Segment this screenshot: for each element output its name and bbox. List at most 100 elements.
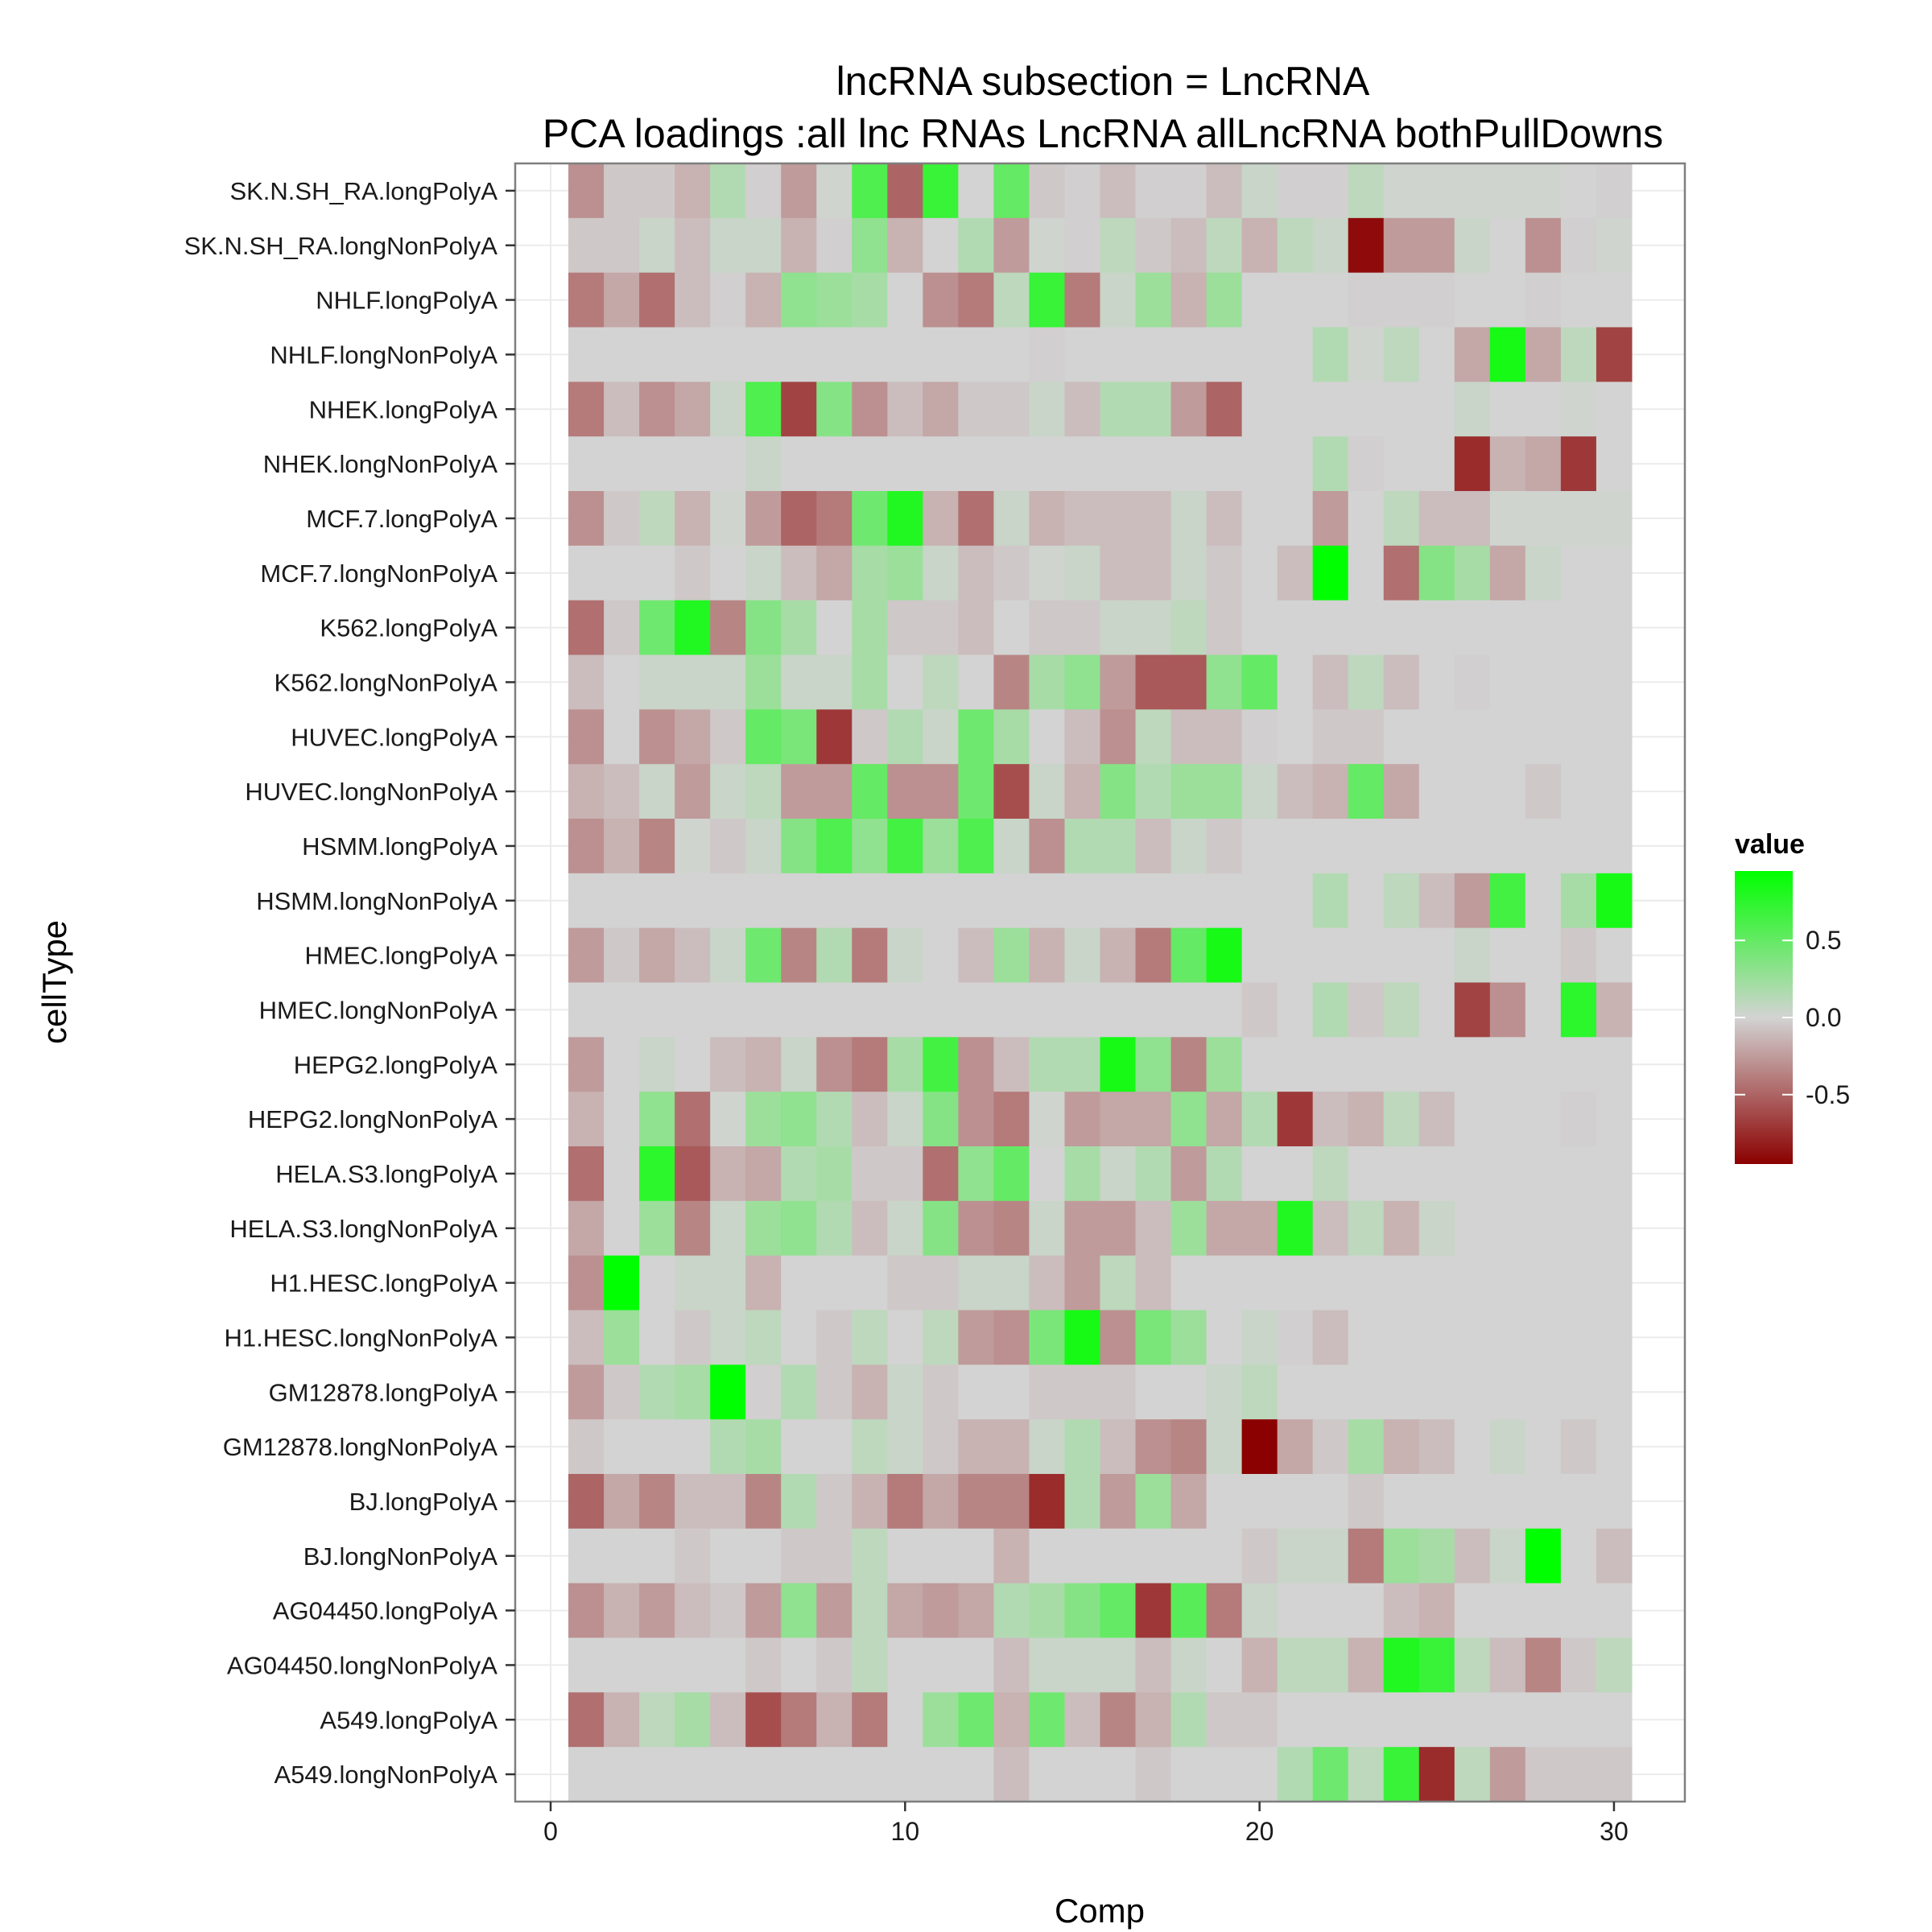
heatmap-cell — [852, 982, 888, 1038]
heatmap-cell — [745, 927, 782, 984]
heatmap-cell — [1206, 1747, 1243, 1802]
heatmap-cell — [852, 600, 888, 656]
heatmap-cell — [887, 1364, 923, 1420]
heatmap-cell — [816, 382, 852, 437]
heatmap-cell — [958, 654, 995, 710]
legend-tick-label: 0.5 — [1806, 926, 1841, 955]
y-tick-label: MCF.7.longPolyA — [306, 505, 497, 533]
heatmap-cell — [639, 819, 675, 874]
heatmap-cell — [1277, 1146, 1314, 1202]
heatmap-cell — [1454, 327, 1491, 382]
heatmap-cell — [887, 819, 923, 874]
heatmap-cell — [1312, 163, 1349, 219]
heatmap-cell — [781, 545, 817, 601]
heatmap-cell — [958, 163, 995, 219]
heatmap-cell — [1312, 982, 1349, 1038]
heatmap-cell — [816, 1310, 852, 1365]
heatmap-cell — [1560, 1692, 1597, 1748]
heatmap-cell — [816, 545, 852, 601]
heatmap-cell — [675, 545, 711, 601]
heatmap-cell — [1064, 654, 1101, 710]
heatmap-cell — [993, 819, 1030, 874]
heatmap-cell — [1206, 873, 1243, 929]
heatmap-cell — [887, 1146, 923, 1202]
x-tick-label: 30 — [1600, 1817, 1629, 1846]
heatmap-cell — [1560, 873, 1597, 929]
heatmap-cell — [816, 1146, 852, 1202]
heatmap-cell — [710, 1419, 746, 1475]
heatmap-cell — [781, 436, 817, 492]
chart-title-line-1: lncRNA subsection = LncRNA — [836, 59, 1370, 104]
heatmap-cell — [675, 709, 711, 765]
heatmap-cell — [993, 654, 1030, 710]
heatmap-cell — [1348, 382, 1385, 437]
heatmap-cell — [675, 873, 711, 929]
heatmap-cell — [993, 927, 1030, 984]
heatmap-cell — [887, 927, 923, 984]
heatmap-cell — [604, 1419, 640, 1475]
heatmap-cell — [1170, 1692, 1208, 1748]
y-tick-label: NHEK.longPolyA — [309, 395, 498, 423]
y-tick-label: HELA.S3.longNonPolyA — [229, 1215, 497, 1243]
heatmap-cell — [1100, 382, 1137, 437]
heatmap-cell — [568, 217, 605, 274]
heatmap-cell — [1454, 1146, 1491, 1202]
heatmap-cell — [887, 1092, 923, 1147]
heatmap-cell — [1170, 1583, 1208, 1639]
heatmap-cell — [1029, 982, 1066, 1038]
heatmap-cell — [1454, 1692, 1491, 1748]
heatmap-cell — [887, 436, 923, 492]
heatmap-cell — [781, 927, 817, 984]
heatmap-cell — [1348, 272, 1385, 328]
heatmap-cell — [1206, 382, 1243, 437]
heatmap-cell — [1383, 272, 1420, 328]
heatmap-cell — [710, 163, 746, 219]
heatmap-cell — [1383, 764, 1420, 819]
heatmap-cell — [781, 1419, 817, 1475]
heatmap-cell — [923, 982, 959, 1038]
heatmap-cell — [1064, 327, 1101, 382]
heatmap-cell — [1277, 1583, 1314, 1639]
heatmap-cell — [639, 545, 675, 601]
heatmap-cell — [1135, 600, 1172, 656]
heatmap-cell — [1489, 927, 1526, 984]
heatmap-cell — [1277, 163, 1314, 219]
heatmap-cell — [958, 436, 995, 492]
y-tick-label: NHLF.longNonPolyA — [270, 341, 497, 369]
heatmap-cell — [1170, 1637, 1208, 1693]
heatmap-cell — [1029, 272, 1066, 328]
heatmap-cell — [1418, 654, 1455, 710]
heatmap-cell — [1029, 1419, 1066, 1475]
heatmap-cell — [993, 545, 1030, 601]
heatmap-cell — [604, 1528, 640, 1584]
heatmap-cell — [710, 1146, 746, 1202]
heatmap-cell — [852, 1692, 888, 1748]
heatmap-cell — [1100, 1037, 1137, 1092]
heatmap-cell — [852, 819, 888, 874]
heatmap-cell — [1312, 873, 1349, 929]
heatmap-cell — [852, 1037, 888, 1092]
heatmap-cell — [710, 1092, 746, 1147]
heatmap-cell — [1596, 1692, 1633, 1748]
heatmap-cell — [1277, 1092, 1314, 1147]
heatmap-cell — [568, 819, 605, 874]
heatmap-cell — [993, 272, 1030, 328]
heatmap-cell — [852, 1200, 888, 1257]
heatmap-cell — [1135, 436, 1172, 492]
heatmap-cell — [1525, 764, 1562, 819]
heatmap-cell — [1135, 764, 1172, 819]
heatmap-cell — [1206, 1037, 1243, 1092]
heatmap-cell — [1454, 1310, 1491, 1365]
heatmap-cell — [1100, 327, 1137, 382]
heatmap-cell — [710, 654, 746, 710]
heatmap-cell — [1170, 545, 1208, 601]
heatmap-cell — [745, 382, 782, 437]
heatmap-cell — [1206, 1310, 1243, 1365]
heatmap-cell — [1489, 1092, 1526, 1147]
heatmap-cell — [923, 819, 959, 874]
heatmap-cell — [1383, 545, 1420, 601]
heatmap-cell — [675, 764, 711, 819]
heatmap-cell — [675, 1364, 711, 1420]
heatmap-cell — [958, 1364, 995, 1420]
heatmap-cell — [993, 1583, 1030, 1639]
